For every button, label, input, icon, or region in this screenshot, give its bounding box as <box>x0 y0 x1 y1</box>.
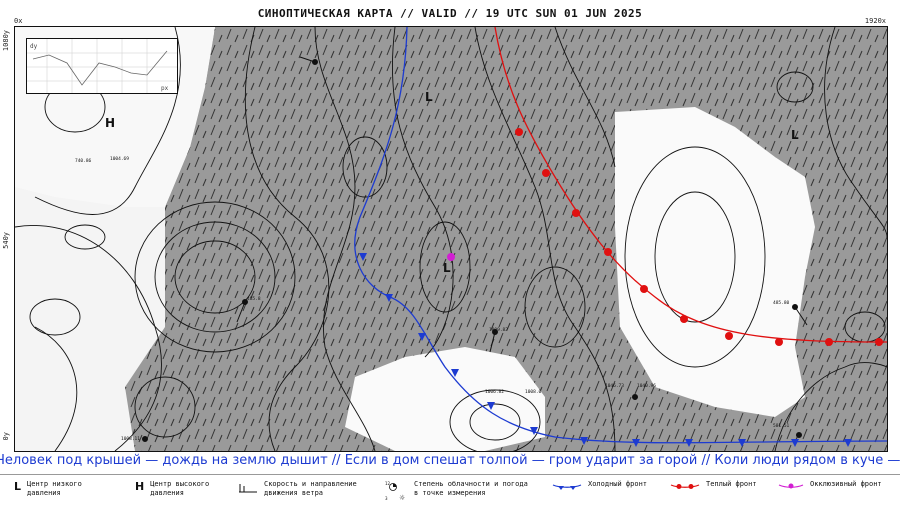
low-symbol: L <box>14 480 22 493</box>
station-label: 485.8 <box>247 296 261 302</box>
y-mid-label: 540y <box>2 232 10 249</box>
cold-front-pip <box>359 253 367 261</box>
legend-low: L Центр низкого давления <box>14 480 97 498</box>
cold-front-pip <box>844 439 852 447</box>
cold-front-pip <box>791 439 799 447</box>
y-bottom-label: 0y <box>2 432 10 441</box>
cold-front-pip <box>530 427 538 435</box>
warm-front-icon <box>670 484 700 489</box>
cold-front-pip <box>632 439 640 447</box>
station-dot <box>142 436 148 442</box>
cold-front-pip <box>418 333 426 341</box>
station-label: 1040.96 <box>637 383 656 389</box>
legend: L Центр низкого давления H Центр высоког… <box>0 477 900 507</box>
low-pressure-center: L <box>791 128 799 142</box>
legend-warm-front: Теплый фронт <box>670 480 757 490</box>
occluded-front-icon <box>778 483 804 489</box>
folk-sayings-ticker: Человек под крышей — дождь на землю дыши… <box>0 453 900 473</box>
map-title: СИНОПТИЧЕСКАЯ КАРТА // VALID // 19 UTC S… <box>257 7 643 20</box>
inset-canvas: dy px <box>27 39 177 93</box>
svg-text:12: 12 <box>385 481 391 486</box>
inset-line <box>32 50 168 86</box>
warm-front-pip <box>572 209 580 217</box>
legend-cold-front: Холодный фронт <box>552 480 647 490</box>
warm-front-pip <box>725 332 733 340</box>
legend-wind: Скорость и направление движения ветра <box>238 480 364 498</box>
ticker-text: Человек под крышей — дождь на землю дыши… <box>0 453 900 468</box>
legend-occluded-front: Окклюзивный фронт <box>778 480 882 490</box>
warm-front-pip <box>680 315 688 323</box>
station-label: 1004.69 <box>110 156 129 162</box>
x-max-label: 1920x <box>864 17 886 25</box>
legend-cold-label: Холодный фронт <box>588 480 648 488</box>
station-model-icon: 12 3 ☼ <box>385 481 405 502</box>
legend-high: H Центр высокого давления <box>135 480 220 498</box>
station-label: 1008.0 <box>525 389 542 395</box>
station-label: 1046.73 <box>605 383 624 389</box>
legend-cloud: 12 3 ☼ Степень облачности и погода в точ… <box>384 480 534 504</box>
station-label: 740.86 <box>75 158 92 164</box>
cold-front <box>354 27 887 447</box>
x-origin-label: 0x <box>14 17 23 25</box>
low-pressure-center: L <box>425 90 433 104</box>
station-label: 1008.11 <box>121 436 140 442</box>
warm-front-pip <box>640 285 648 293</box>
legend-cloud-label: Степень облачности и погода в точке изме… <box>414 480 528 497</box>
low-pressure-center: L <box>443 261 451 275</box>
cold-front-pip <box>487 402 495 410</box>
station-label: 581.51 <box>773 423 790 429</box>
warm-front-pip <box>515 128 523 136</box>
warm-front-pip <box>875 338 883 346</box>
station-dot <box>796 432 802 438</box>
occlusion-point <box>447 253 455 261</box>
station-label: 1006.82 <box>485 389 504 395</box>
cold-front-icon <box>552 484 582 490</box>
inset-xlabel: px <box>161 85 169 92</box>
inset-ylabel: dy <box>30 43 38 50</box>
cold-front-pip <box>385 294 393 302</box>
high-symbol: H <box>135 480 145 493</box>
legend-warm-label: Теплый фронт <box>706 480 757 488</box>
station-dot <box>632 394 638 400</box>
inset-graph: dy px <box>26 38 178 94</box>
cold-front-pip <box>738 439 746 447</box>
wind-barb-icon <box>239 484 257 493</box>
warm-front-pip <box>825 338 833 346</box>
clear-area-south <box>345 347 545 451</box>
legend-occl-label: Окклюзивный фронт <box>810 480 882 488</box>
warm-front-pip <box>542 169 550 177</box>
legend-low-label: Центр низкого давления <box>27 480 82 497</box>
isobars <box>15 27 887 451</box>
clear-area-east <box>615 107 815 417</box>
warm-front-pip <box>775 338 783 346</box>
station-label: 485.80 <box>773 300 790 306</box>
cold-front-pip <box>451 369 459 377</box>
legend-wind-label: Скорость и направление движения ветра <box>264 480 357 497</box>
svg-text:☼: ☼ <box>399 494 405 502</box>
y-top-label: 1080y <box>2 30 10 52</box>
legend-divider <box>0 474 900 475</box>
cold-front-pip <box>685 439 693 447</box>
station-label: 1009.82 <box>489 327 508 333</box>
legend-high-label: Центр высокого давления <box>150 480 210 497</box>
warm-front-pip <box>604 248 612 256</box>
svg-text:3: 3 <box>385 496 388 501</box>
high-pressure-center: H <box>105 116 115 130</box>
warm-front <box>494 27 887 346</box>
cold-front-pip <box>580 437 588 445</box>
